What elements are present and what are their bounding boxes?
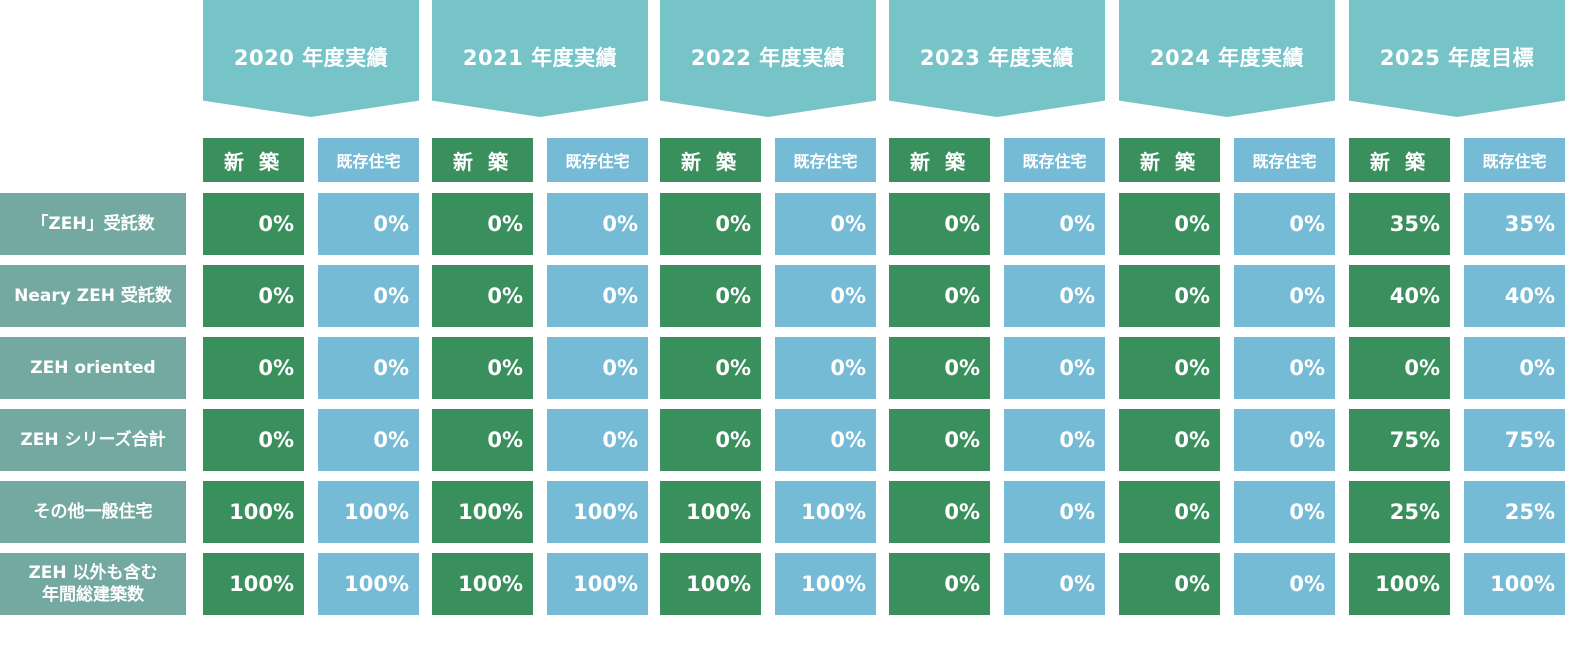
value-cell-new-build: 0% xyxy=(432,337,533,399)
value-cell-existing-home: 0% xyxy=(318,337,419,399)
value-cell-new-build: 0% xyxy=(1119,193,1220,255)
value-cell-new-build: 100% xyxy=(660,553,761,615)
value-cell-new-build: 100% xyxy=(203,481,304,543)
value-cell-new-build: 0% xyxy=(203,409,304,471)
value-cell-new-build: 75% xyxy=(1349,409,1450,471)
row-label: ZEH 以外も含む 年間総建築数 xyxy=(0,553,186,615)
value-cell-existing-home: 0% xyxy=(318,409,419,471)
value-cell-new-build: 0% xyxy=(203,337,304,399)
value-cell-existing-home: 0% xyxy=(1004,553,1105,615)
value-cell-existing-home: 0% xyxy=(1004,337,1105,399)
value-cell-existing-home: 0% xyxy=(547,193,648,255)
header-existing-home: 既存住宅 xyxy=(775,138,876,182)
value-cell-existing-home: 0% xyxy=(318,265,419,327)
header-existing-home: 既存住宅 xyxy=(318,138,419,182)
row-label: その他一般住宅 xyxy=(0,481,186,543)
year-banner-5: 2024 年度実績 xyxy=(1119,0,1335,117)
value-cell-new-build: 35% xyxy=(1349,193,1450,255)
value-cell-new-build: 0% xyxy=(889,265,990,327)
value-cell-existing-home: 0% xyxy=(1234,553,1335,615)
value-cell-new-build: 100% xyxy=(660,481,761,543)
value-cell-existing-home: 0% xyxy=(1234,481,1335,543)
value-cell-existing-home: 100% xyxy=(318,553,419,615)
value-cell-new-build: 0% xyxy=(660,337,761,399)
value-cell-existing-home: 40% xyxy=(1464,265,1565,327)
header-existing-home: 既存住宅 xyxy=(1004,138,1105,182)
year-banner-4: 2023 年度実績 xyxy=(889,0,1105,117)
value-cell-existing-home: 0% xyxy=(775,337,876,399)
value-cell-new-build: 0% xyxy=(660,265,761,327)
value-cell-existing-home: 35% xyxy=(1464,193,1565,255)
header-existing-home: 既存住宅 xyxy=(1464,138,1565,182)
header-existing-home: 既存住宅 xyxy=(1234,138,1335,182)
value-cell-existing-home: 0% xyxy=(1004,409,1105,471)
value-cell-new-build: 0% xyxy=(1119,409,1220,471)
value-cell-existing-home: 0% xyxy=(775,409,876,471)
value-cell-new-build: 0% xyxy=(1119,265,1220,327)
value-cell-existing-home: 0% xyxy=(318,193,419,255)
year-banner-3: 2022 年度実績 xyxy=(660,0,876,117)
header-new-build: 新 築 xyxy=(1349,138,1450,182)
value-cell-new-build: 100% xyxy=(203,553,304,615)
value-cell-new-build: 0% xyxy=(889,409,990,471)
value-cell-new-build: 0% xyxy=(889,553,990,615)
value-cell-new-build: 100% xyxy=(432,553,533,615)
value-cell-existing-home: 0% xyxy=(1004,265,1105,327)
value-cell-new-build: 40% xyxy=(1349,265,1450,327)
header-new-build: 新 築 xyxy=(432,138,533,182)
value-cell-new-build: 0% xyxy=(1119,481,1220,543)
value-cell-new-build: 0% xyxy=(660,409,761,471)
value-cell-existing-home: 100% xyxy=(318,481,419,543)
value-cell-new-build: 0% xyxy=(432,193,533,255)
header-new-build: 新 築 xyxy=(660,138,761,182)
header-new-build: 新 築 xyxy=(203,138,304,182)
value-cell-new-build: 0% xyxy=(432,265,533,327)
value-cell-existing-home: 0% xyxy=(1234,193,1335,255)
value-cell-existing-home: 0% xyxy=(1004,193,1105,255)
value-cell-existing-home: 100% xyxy=(1464,553,1565,615)
value-cell-existing-home: 0% xyxy=(1464,337,1565,399)
value-cell-new-build: 100% xyxy=(1349,553,1450,615)
header-new-build: 新 築 xyxy=(889,138,990,182)
value-cell-new-build: 0% xyxy=(1119,337,1220,399)
value-cell-existing-home: 0% xyxy=(775,193,876,255)
row-label: ZEH シリーズ合計 xyxy=(0,409,186,471)
value-cell-new-build: 0% xyxy=(203,265,304,327)
value-cell-new-build: 0% xyxy=(432,409,533,471)
value-cell-new-build: 0% xyxy=(889,337,990,399)
value-cell-existing-home: 0% xyxy=(1004,481,1105,543)
value-cell-new-build: 0% xyxy=(1349,337,1450,399)
row-label: 「ZEH」受託数 xyxy=(0,193,186,255)
value-cell-new-build: 0% xyxy=(203,193,304,255)
value-cell-existing-home: 75% xyxy=(1464,409,1565,471)
value-cell-existing-home: 0% xyxy=(547,337,648,399)
value-cell-existing-home: 0% xyxy=(1234,409,1335,471)
year-banner-1: 2020 年度実績 xyxy=(203,0,419,117)
value-cell-new-build: 25% xyxy=(1349,481,1450,543)
row-label: ZEH oriented xyxy=(0,337,186,399)
row-label: Neary ZEH 受託数 xyxy=(0,265,186,327)
value-cell-existing-home: 100% xyxy=(775,481,876,543)
value-cell-existing-home: 100% xyxy=(547,553,648,615)
value-cell-existing-home: 0% xyxy=(775,265,876,327)
value-cell-existing-home: 0% xyxy=(547,409,648,471)
year-banner-2: 2021 年度実績 xyxy=(432,0,648,117)
year-banner-6: 2025 年度目標 xyxy=(1349,0,1565,117)
value-cell-existing-home: 100% xyxy=(775,553,876,615)
value-cell-new-build: 100% xyxy=(432,481,533,543)
value-cell-existing-home: 25% xyxy=(1464,481,1565,543)
value-cell-new-build: 0% xyxy=(889,193,990,255)
value-cell-existing-home: 0% xyxy=(1234,337,1335,399)
value-cell-new-build: 0% xyxy=(889,481,990,543)
header-new-build: 新 築 xyxy=(1119,138,1220,182)
value-cell-new-build: 0% xyxy=(660,193,761,255)
value-cell-existing-home: 100% xyxy=(547,481,648,543)
value-cell-existing-home: 0% xyxy=(1234,265,1335,327)
value-cell-new-build: 0% xyxy=(1119,553,1220,615)
header-existing-home: 既存住宅 xyxy=(547,138,648,182)
value-cell-existing-home: 0% xyxy=(547,265,648,327)
